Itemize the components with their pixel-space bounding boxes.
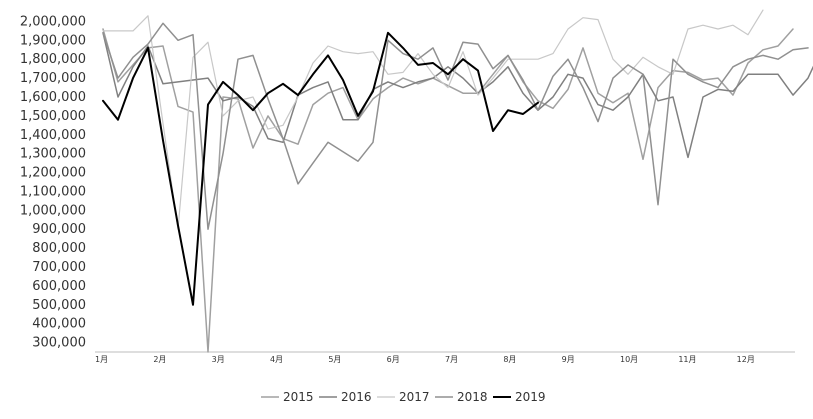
x-tick-label: 4月 (270, 355, 283, 364)
y-tick-label: 500,000 (32, 298, 86, 313)
legend-label-2019: 2019 (515, 390, 546, 404)
x-tick-label: 6月 (387, 355, 400, 364)
x-tick-label: 5月 (328, 355, 341, 364)
y-tick-label: 300,000 (32, 336, 86, 351)
x-tick-label: 3月 (212, 355, 225, 364)
x-tick-label: 8月 (503, 355, 516, 364)
y-tick-label: 1,100,000 (20, 184, 86, 199)
y-tick-label: 1,800,000 (20, 52, 86, 67)
y-tick-label: 800,000 (32, 241, 86, 256)
x-tick-label: 1月 (95, 355, 108, 364)
x-tick-label: 7月 (445, 355, 458, 364)
y-tick-label: 900,000 (32, 222, 86, 237)
legend-label-2016: 2016 (341, 390, 372, 404)
legend: 2015 2016 2017 2018 2019 (261, 390, 546, 404)
x-axis: 1月 2月 3月 4月 5月 6月 7月 8月 9月 10月 11月 12月 (95, 351, 795, 364)
y-tick-label: 1,300,000 (20, 147, 86, 162)
y-tick-label: 1,500,000 (20, 109, 86, 124)
x-tick-label: 9月 (562, 355, 575, 364)
y-tick-label: 2,000,000 (20, 14, 86, 29)
legend-label-2015: 2015 (283, 390, 314, 404)
series-line-2017 (102, 9, 764, 230)
legend-label-2018: 2018 (457, 390, 488, 404)
y-axis-tick-labels: 300,000 400,000 500,000 600,000 700,000 800,0… (20, 14, 86, 350)
y-tick-label: 1,400,000 (20, 128, 86, 143)
y-tick-label: 1,000,000 (20, 203, 86, 218)
y-tick-label: 700,000 (32, 260, 86, 275)
series-line-2016 (102, 32, 813, 159)
x-tick-label: 2月 (153, 355, 166, 364)
y-tick-label: 1,200,000 (20, 166, 86, 181)
legend-label-2017: 2017 (399, 390, 430, 404)
x-tick-label: 10月 (620, 355, 638, 364)
series-line-2015 (102, 28, 794, 353)
y-tick-label: 1,600,000 (20, 90, 86, 105)
series-line-2019 (102, 31, 539, 306)
series-lines (102, 9, 813, 353)
y-tick-label: 1,900,000 (20, 33, 86, 48)
y-tick-label: 600,000 (32, 279, 86, 294)
x-tick-label: 12月 (737, 355, 755, 364)
x-tick-label: 11月 (678, 355, 696, 364)
y-tick-label: 1,700,000 (20, 71, 86, 86)
series-line-2018 (102, 22, 809, 230)
y-tick-label: 400,000 (32, 317, 86, 332)
